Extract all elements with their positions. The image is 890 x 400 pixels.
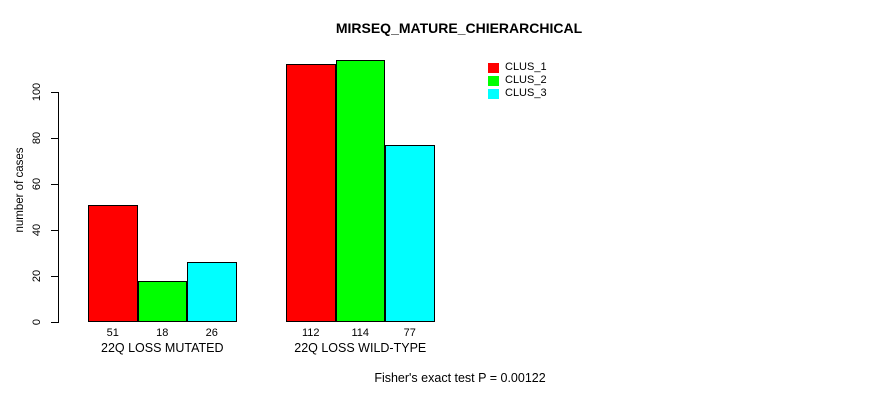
y-tick-label-60: 60 [31,177,43,191]
bar-clus-3-22q-loss-wild-type [385,144,435,322]
y-tick-100 [51,92,58,93]
y-tick-label-20: 20 [31,269,43,283]
legend-label-clus-2: CLUS_2 [505,74,547,86]
y-tick-20 [51,276,58,277]
legend-row-clus-2: CLUS_2 [488,74,547,87]
bar-value-clus-2-22q-loss-mutated: 18 [156,327,169,339]
y-tick-label-0: 0 [31,318,43,326]
y-axis-line [58,92,59,323]
y-tick-label-80: 80 [31,131,43,145]
group-label-22q-loss-mutated: 22Q LOSS MUTATED [101,341,224,355]
legend-swatch-clus-2 [488,75,499,86]
legend-label-clus-1: CLUS_1 [505,61,547,73]
y-tick-80 [51,138,58,139]
legend-row-clus-1: CLUS_1 [488,61,547,74]
chart-title: MIRSEQ_MATURE_CHIERARCHICAL [335,20,583,36]
legend-row-clus-3: CLUS_3 [488,87,547,100]
bar-value-clus-3-22q-loss-wild-type: 77 [403,327,416,339]
group-label-22q-loss-wild-type: 22Q LOSS WILD-TYPE [294,341,427,355]
y-tick-label-100: 100 [31,82,43,102]
y-tick-label-40: 40 [31,223,43,237]
y-axis-label: number of cases [14,147,26,233]
legend-swatch-clus-1 [488,62,499,73]
y-tick-40 [51,230,58,231]
bar-value-clus-1-22q-loss-wild-type: 112 [301,327,320,339]
y-tick-0 [51,322,58,323]
bar-value-clus-2-22q-loss-wild-type: 114 [351,327,370,339]
legend-swatch-clus-3 [488,88,499,99]
y-tick-60 [51,184,58,185]
bar-clus-1-22q-loss-wild-type [286,64,336,322]
bar-clus-1-22q-loss-mutated [88,204,138,322]
bar-value-clus-3-22q-loss-mutated: 26 [205,327,218,339]
footer-annotation: Fisher's exact test P = 0.00122 [374,371,546,385]
legend: CLUS_1 CLUS_2 CLUS_3 [488,61,547,100]
legend-label-clus-3: CLUS_3 [505,87,547,99]
bar-clus-3-22q-loss-mutated [187,262,237,322]
bar-value-clus-1-22q-loss-mutated: 51 [106,327,119,339]
bar-clus-2-22q-loss-mutated [137,280,187,322]
bar-clus-2-22q-loss-wild-type [335,59,385,322]
